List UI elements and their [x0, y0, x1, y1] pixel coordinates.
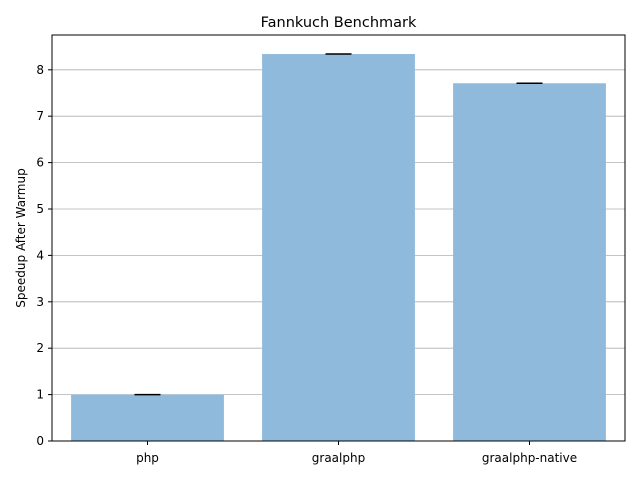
- y-tick-label: 7: [36, 109, 44, 123]
- y-tick-label: 0: [36, 434, 44, 448]
- error-bars: [134, 53, 543, 396]
- bars: [71, 54, 606, 442]
- y-tick-label: 4: [36, 248, 44, 262]
- x-tick-label: graalphp-native: [482, 451, 577, 465]
- y-axis-label: Speedup After Warmup: [14, 168, 28, 307]
- bar: [71, 394, 224, 441]
- x-tick-label: graalphp: [312, 451, 365, 465]
- bar: [262, 54, 415, 442]
- y-tick-label: 5: [36, 202, 44, 216]
- bar: [453, 83, 606, 442]
- y-tick-label: 6: [36, 156, 44, 170]
- y-tick-label: 3: [36, 295, 44, 309]
- y-tick-label: 2: [36, 341, 44, 355]
- x-ticks: php graalphp graalphp-native: [136, 441, 577, 465]
- y-ticks: 0 1 2 3 4 5 6 7 8: [36, 63, 52, 448]
- y-tick-label: 1: [36, 388, 44, 402]
- y-tick-label: 8: [36, 63, 44, 77]
- x-tick-label: php: [136, 451, 159, 465]
- chart-title: Fannkuch Benchmark: [261, 15, 417, 31]
